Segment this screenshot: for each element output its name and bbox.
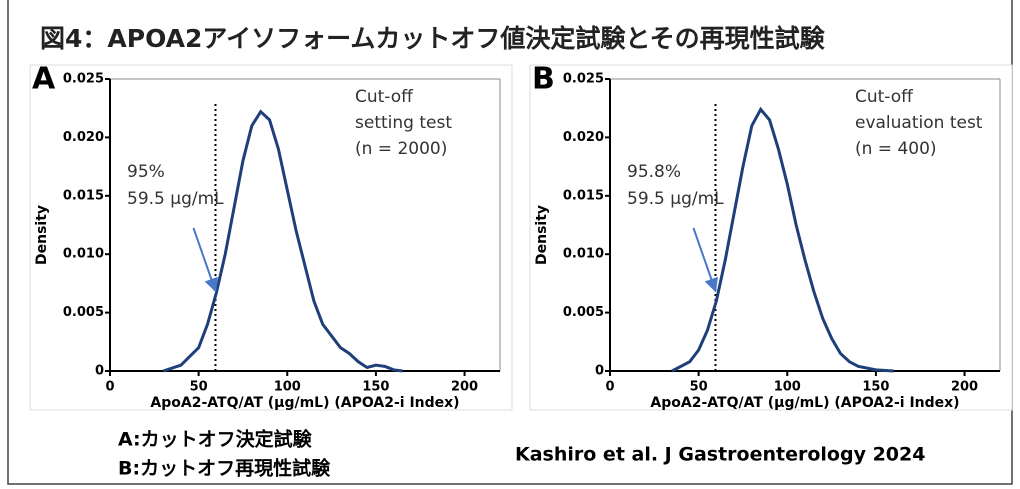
x-tick-label: 100 <box>274 380 301 395</box>
annotation: (n = 2000) <box>355 139 447 159</box>
annotation: Cut-off <box>355 87 414 107</box>
cutoff-annotation: 59.5 μg/mL <box>127 189 224 209</box>
annotation: (n = 400) <box>855 139 937 159</box>
y-tick-label: 0.015 <box>63 188 104 203</box>
density-curve <box>162 109 403 373</box>
y-axis-label: Density <box>34 205 50 265</box>
x-tick-label: 100 <box>774 380 801 395</box>
citation: Kashiro et al. J Gastroenterology 2024 <box>515 444 925 466</box>
x-tick-label: 150 <box>862 380 889 395</box>
y-tick-label: 0 <box>95 364 104 379</box>
x-tick-label: 50 <box>690 380 708 395</box>
panel-letter: A <box>32 62 56 97</box>
cutoff-annotation: 95% <box>127 162 165 182</box>
x-tick-label: 0 <box>105 380 114 395</box>
y-tick-label: 0.025 <box>563 72 604 87</box>
annotation: Cut-off <box>855 87 914 107</box>
x-tick-label: 50 <box>190 380 208 395</box>
x-tick-label: 150 <box>362 380 389 395</box>
x-axis-label: ApoA2-ATQ/AT (μg/mL) (APOA2-i Index) <box>150 395 459 411</box>
x-tick-label: 200 <box>951 380 978 395</box>
caption: B:カットオフ再現性試験 <box>118 457 331 480</box>
x-axis-label: ApoA2-ATQ/AT (μg/mL) (APOA2-i Index) <box>650 395 959 411</box>
y-tick-label: 0.010 <box>63 247 104 262</box>
arrow <box>692 227 718 293</box>
y-tick-label: 0.010 <box>563 247 604 262</box>
panel-letter: B <box>532 62 555 97</box>
caption: A:カットオフ決定試験 <box>118 428 313 451</box>
y-tick-label: 0.005 <box>563 305 604 320</box>
x-tick-label: 200 <box>451 380 478 395</box>
y-tick-label: 0.020 <box>563 130 604 145</box>
cutoff-annotation: 95.8% <box>627 162 681 182</box>
y-axis-label: Density <box>534 205 550 265</box>
y-tick-label: 0.005 <box>63 305 104 320</box>
annotation: setting test <box>355 113 452 133</box>
arrow <box>192 227 218 293</box>
y-tick-label: 0 <box>595 364 604 379</box>
y-tick-label: 0.020 <box>63 130 104 145</box>
y-tick-label: 0.025 <box>63 72 104 87</box>
annotation: evaluation test <box>855 113 983 133</box>
slide-title: 図4：APOA2アイソフォームカットオフ値決定試験とその再現性試験 <box>40 24 826 53</box>
density-curve <box>671 106 894 373</box>
cutoff-annotation: 59.5 μg/mL <box>627 189 724 209</box>
x-tick-label: 0 <box>605 380 614 395</box>
y-tick-label: 0.015 <box>563 188 604 203</box>
